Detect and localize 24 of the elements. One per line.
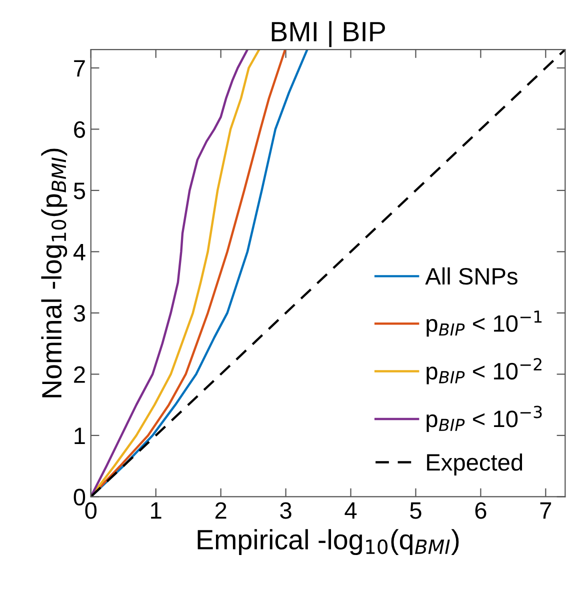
y-tick-label: 3	[74, 305, 85, 322]
y-tick-label: 4	[73, 244, 86, 260]
legend-label: p$_{BIP}$ < 10$^{−1}$	[426, 310, 542, 337]
x-tick-label: 6	[475, 502, 486, 519]
x-tick-label: 3	[280, 502, 292, 519]
x-tick-label: 7	[540, 502, 552, 519]
x-tick-label: 0	[85, 502, 97, 519]
x-tick-label: 1	[151, 502, 162, 519]
x-tick-label: 4	[344, 502, 357, 519]
y-axis-title: Nominal -log$_{10}$(p$_{BMI}$)	[41, 148, 68, 398]
y-tick-label: 7	[74, 60, 85, 76]
x-axis-title: Empirical -log$_{10}$(q$_{BMI}$)	[198, 529, 459, 556]
legend-label: All SNPs	[425, 267, 518, 285]
x-tick-label: 5	[410, 502, 422, 519]
chart-title: BMI | BIP	[272, 21, 385, 48]
y-tick-label: 0	[74, 488, 86, 506]
legend-label: p$_{BIP}$ < 10$^{−2}$	[426, 358, 542, 384]
legend-label: Expected	[427, 453, 522, 476]
x-tick-label: 2	[215, 502, 226, 519]
y-tick-label: 6	[74, 121, 85, 138]
y-tick-label: 1	[74, 428, 85, 444]
y-tick-label: 2	[74, 366, 85, 383]
legend-label: p$_{BIP}$ < 10$^{−3}$	[426, 406, 542, 432]
y-tick-label: 5	[74, 182, 86, 200]
